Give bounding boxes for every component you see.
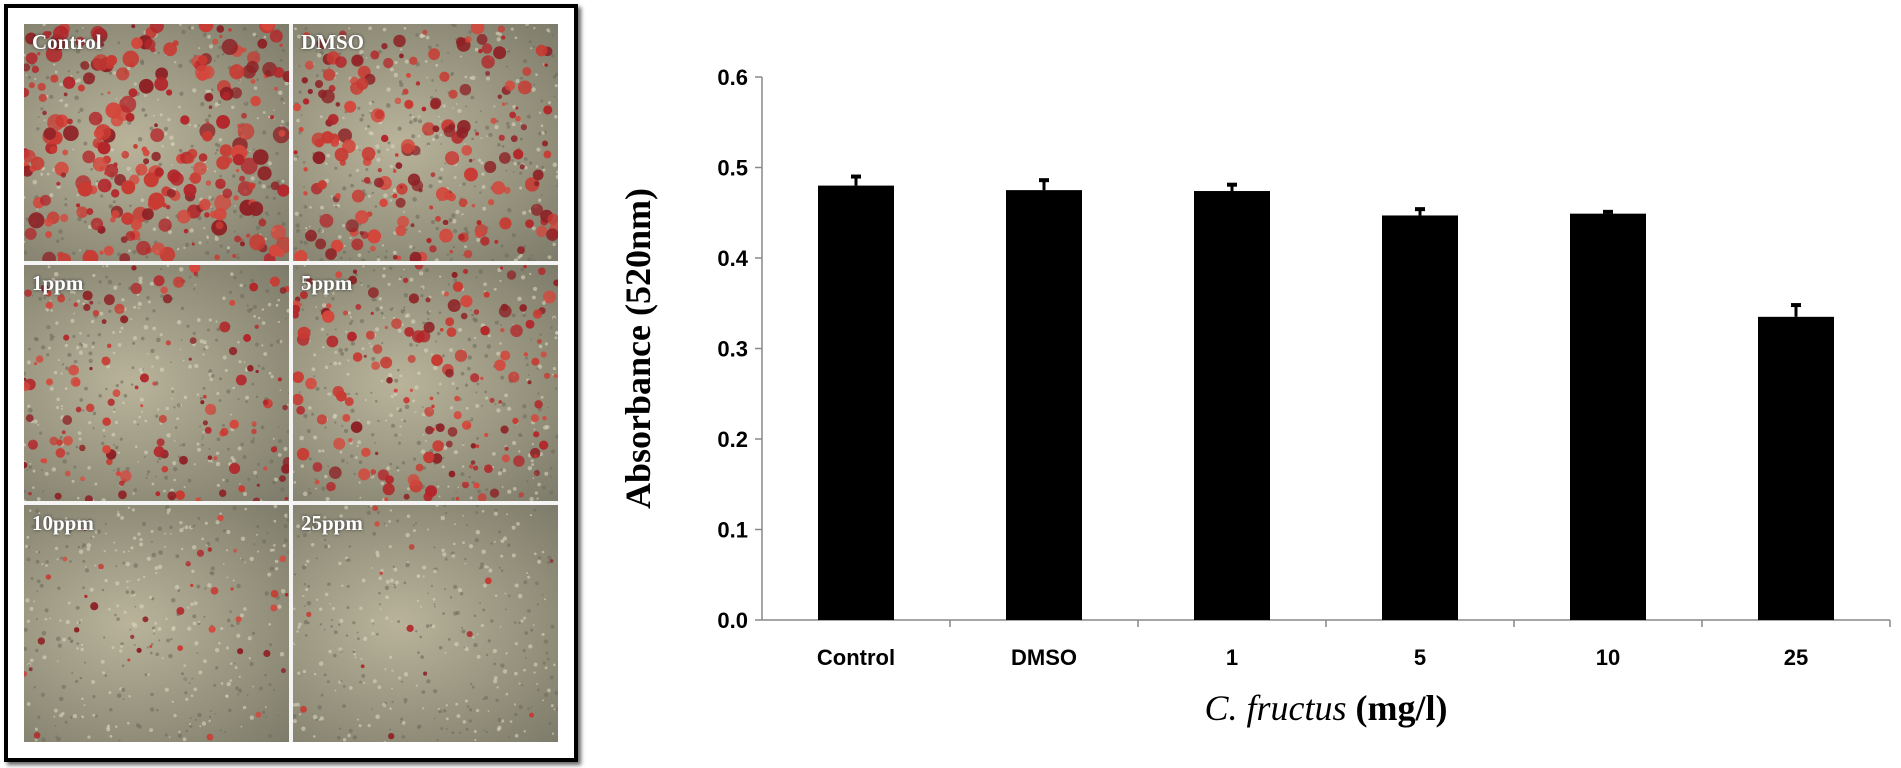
y-tick-label: 0.2	[717, 427, 748, 452]
bar-chart: 0.0 0.1 0.2 0.3 0.4 0.5 0.6 Control DMSO 1 5 10 25 Ab…	[618, 65, 1891, 728]
micrograph-label: 1ppm	[32, 270, 84, 295]
micrograph-image	[293, 24, 558, 261]
y-tick-label: 0.1	[717, 518, 748, 543]
x-tick-label: 25	[1784, 645, 1808, 670]
micrograph-label: 5ppm	[301, 270, 353, 295]
micrograph-label: 25ppm	[301, 511, 363, 536]
micrograph-label: Control	[32, 30, 102, 54]
x-tick-label: DMSO	[1011, 645, 1077, 670]
x-tick-label: 5	[1414, 645, 1426, 670]
bar-dmso	[1006, 190, 1082, 620]
bar-control	[818, 185, 894, 620]
micrograph-panel: 1ppm	[24, 264, 289, 502]
micrograph-panel: Control	[24, 24, 289, 261]
micrograph-label: DMSO	[301, 30, 364, 54]
y-tick-label: 0.0	[717, 608, 748, 633]
micrograph-figure: Control DMSO 1ppm 5ppm 10ppm 25ppm	[4, 4, 578, 762]
y-tick-label: 0.6	[717, 65, 748, 90]
micrograph-panel: 5ppm	[293, 264, 558, 502]
x-axis-label-species: C. fructus	[1205, 688, 1347, 728]
micrograph-image	[24, 24, 289, 261]
micrograph-panel: DMSO	[293, 24, 558, 261]
bar-25	[1758, 316, 1834, 620]
micrograph-image	[293, 505, 558, 742]
y-tick-label: 0.5	[717, 156, 748, 181]
micrograph-image	[24, 505, 289, 742]
bar-1	[1194, 191, 1270, 620]
micrograph-panel: 10ppm	[24, 505, 289, 742]
bar-5	[1382, 215, 1458, 620]
x-axis-label-unit: (mg/l)	[1347, 688, 1448, 728]
x-tick-label: Control	[817, 645, 895, 670]
x-axis-label: C. fructus (mg/l)	[1205, 688, 1448, 728]
y-tick-label: 0.3	[717, 337, 748, 362]
micrograph-image	[24, 264, 289, 502]
micrograph-panel: 25ppm	[293, 505, 558, 742]
micrograph-image	[293, 264, 558, 502]
x-tick-label: 1	[1226, 645, 1238, 670]
bar-10	[1570, 213, 1646, 620]
y-tick-label: 0.4	[717, 246, 748, 271]
micrograph-label: 10ppm	[32, 511, 94, 536]
y-axis-label: Absorbance (520nm)	[618, 188, 658, 509]
x-tick-label: 10	[1596, 645, 1620, 670]
micrograph-grid: Control DMSO 1ppm 5ppm 10ppm 25ppm	[24, 24, 558, 742]
